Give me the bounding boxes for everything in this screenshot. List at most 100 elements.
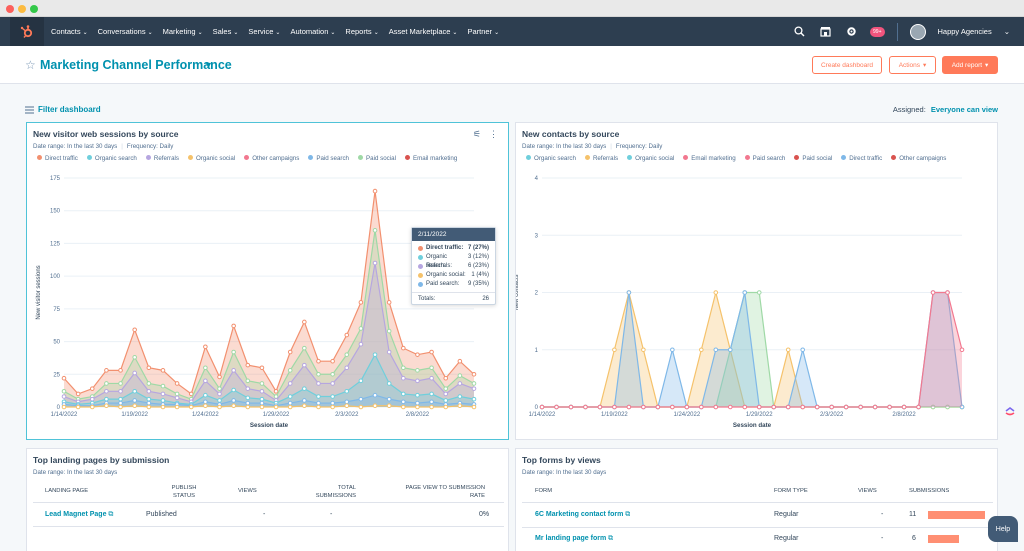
page-title[interactable]: Marketing Channel Performance — [40, 58, 232, 72]
nav-item-asset-marketplace[interactable]: Asset Marketplace ⌄ — [389, 27, 458, 36]
col-form-type[interactable]: Form type — [774, 488, 808, 494]
form-link[interactable]: 6C Marketing contact form ⧉ — [535, 511, 630, 519]
legend-item[interactable]: Referrals — [584, 154, 618, 164]
filter-dashboard[interactable]: Filter dashboard — [25, 105, 101, 114]
nav-item-reports[interactable]: Reports ⌄ — [345, 27, 378, 36]
legend-item[interactable]: Other campaigns — [244, 154, 299, 164]
legend-item[interactable]: Direct traffic — [841, 154, 882, 164]
header-divider — [522, 502, 993, 503]
help-button[interactable]: Help — [988, 516, 1018, 542]
contacts-report-card[interactable]: New contacts by source Date range: In th… — [515, 122, 998, 440]
landing-pages-card[interactable]: Top landing pages by submission Date ran… — [26, 448, 509, 551]
data-point — [316, 371, 321, 377]
divider: | — [121, 143, 123, 150]
add-report-button[interactable]: Add report ▾ — [942, 56, 998, 74]
data-point — [684, 404, 690, 410]
nav-item-partner[interactable]: Partner ⌄ — [467, 27, 499, 36]
col-views[interactable]: Views — [858, 488, 877, 494]
data-point — [945, 404, 950, 410]
data-point — [160, 398, 166, 403]
nav-item-contacts[interactable]: Contacts ⌄ — [51, 27, 88, 36]
data-point — [785, 404, 791, 410]
data-point — [641, 404, 646, 410]
form-name: 6C Marketing contact form — [535, 511, 624, 518]
legend-item[interactable]: Email marketing — [683, 154, 736, 164]
col-submission-rate[interactable]: Page view to submission rate — [405, 485, 485, 499]
col-landing-page[interactable]: Landing page — [45, 488, 89, 494]
clickup-extension-icon[interactable] — [1004, 404, 1016, 416]
minimize-window-icon[interactable] — [18, 5, 26, 13]
favorite-star-icon[interactable]: ☆ — [25, 58, 36, 72]
legend-item[interactable]: Organic social — [187, 154, 235, 164]
legend-item[interactable]: Paid search — [744, 154, 785, 164]
data-point — [344, 352, 350, 357]
legend-item[interactable]: Other campaigns — [891, 154, 946, 164]
data-point — [443, 391, 449, 397]
date-range: Date range: In the last 30 days — [522, 469, 607, 476]
data-point — [302, 319, 307, 325]
search-icon[interactable] — [792, 25, 806, 39]
account-name[interactable]: Happy Agencies — [937, 27, 992, 36]
nav-item-conversations[interactable]: Conversations ⌄ — [98, 27, 153, 36]
notifications-badge[interactable]: 99+ — [870, 26, 885, 37]
nav-item-service[interactable]: Service ⌄ — [248, 27, 280, 36]
chevron-down-icon[interactable]: ⌄ — [1003, 27, 1010, 36]
data-point — [75, 391, 81, 397]
data-point — [713, 404, 719, 410]
form-link[interactable]: Mr landing page form ⧉ — [535, 535, 613, 543]
marketplace-icon[interactable] — [818, 25, 832, 39]
legend-item[interactable]: Paid social — [358, 154, 396, 164]
data-point — [443, 398, 449, 403]
create-dashboard-button[interactable]: Create dashboard — [812, 56, 882, 74]
more-options-icon[interactable]: ⋮ — [489, 129, 498, 139]
report-title[interactable]: New visitor web sessions by source — [33, 129, 179, 139]
data-point — [945, 290, 950, 295]
data-point — [457, 394, 463, 399]
forms-card[interactable]: Top forms by views Date range: In the la… — [515, 448, 998, 551]
legend-item[interactable]: Referrals — [145, 154, 179, 164]
data-point — [245, 362, 251, 368]
col-total-submissions[interactable]: Total submissions — [315, 485, 356, 499]
data-point — [670, 347, 675, 353]
submissions-value: - — [330, 511, 333, 518]
close-window-icon[interactable] — [6, 5, 14, 13]
data-point — [612, 404, 617, 410]
report-title[interactable]: Top forms by views — [522, 455, 601, 465]
caret-down-icon[interactable]: ▼ — [204, 60, 213, 70]
assigned-value-link[interactable]: Everyone can view — [930, 105, 998, 114]
nav-item-sales[interactable]: Sales ⌄ — [213, 27, 239, 36]
settings-sliders-icon[interactable]: ⚟ — [472, 129, 481, 139]
landing-page-link[interactable]: Lead Magnet Page ⧉ — [45, 511, 113, 519]
hubspot-logo-icon[interactable] — [10, 17, 44, 46]
actions-button[interactable]: Actions ▾ — [889, 56, 936, 74]
top-navigation: Contacts ⌄ Conversations ⌄ Marketing ⌄ Sales ⌄ S… — [0, 17, 1024, 46]
data-point — [457, 358, 463, 364]
sessions-report-card[interactable]: New visitor web sessions by source Date … — [26, 122, 509, 440]
data-point — [330, 404, 335, 410]
legend-swatch — [244, 154, 250, 160]
data-point — [231, 323, 236, 329]
data-point — [901, 404, 907, 410]
legend-item[interactable]: Organic search — [86, 154, 137, 164]
data-point — [713, 290, 719, 295]
legend-item[interactable]: Direct traffic — [37, 154, 78, 164]
report-title[interactable]: New contacts by source — [522, 129, 620, 139]
maximize-window-icon[interactable] — [30, 5, 38, 13]
chevron-down-icon: ⌄ — [275, 30, 281, 36]
col-publish-status[interactable]: Publish status — [171, 485, 197, 499]
legend-item[interactable]: Organic social — [627, 154, 674, 164]
col-views[interactable]: Views — [238, 488, 257, 494]
legend-item[interactable]: Email marketing — [404, 154, 457, 164]
legend-item[interactable]: Organic search — [526, 154, 576, 164]
report-title[interactable]: Top landing pages by submission — [33, 455, 170, 465]
legend-item[interactable]: Paid search — [308, 154, 349, 164]
col-submissions[interactable]: Submissions — [909, 488, 950, 494]
avatar[interactable] — [909, 23, 926, 40]
settings-icon[interactable] — [844, 25, 858, 39]
external-link-icon: ⧉ — [108, 511, 114, 518]
nav-item-marketing[interactable]: Marketing ⌄ — [163, 27, 203, 36]
col-form[interactable]: Form — [535, 488, 553, 494]
data-point — [132, 354, 137, 360]
legend-item[interactable]: Paid social — [794, 154, 832, 164]
nav-item-automation[interactable]: Automation ⌄ — [290, 27, 335, 36]
